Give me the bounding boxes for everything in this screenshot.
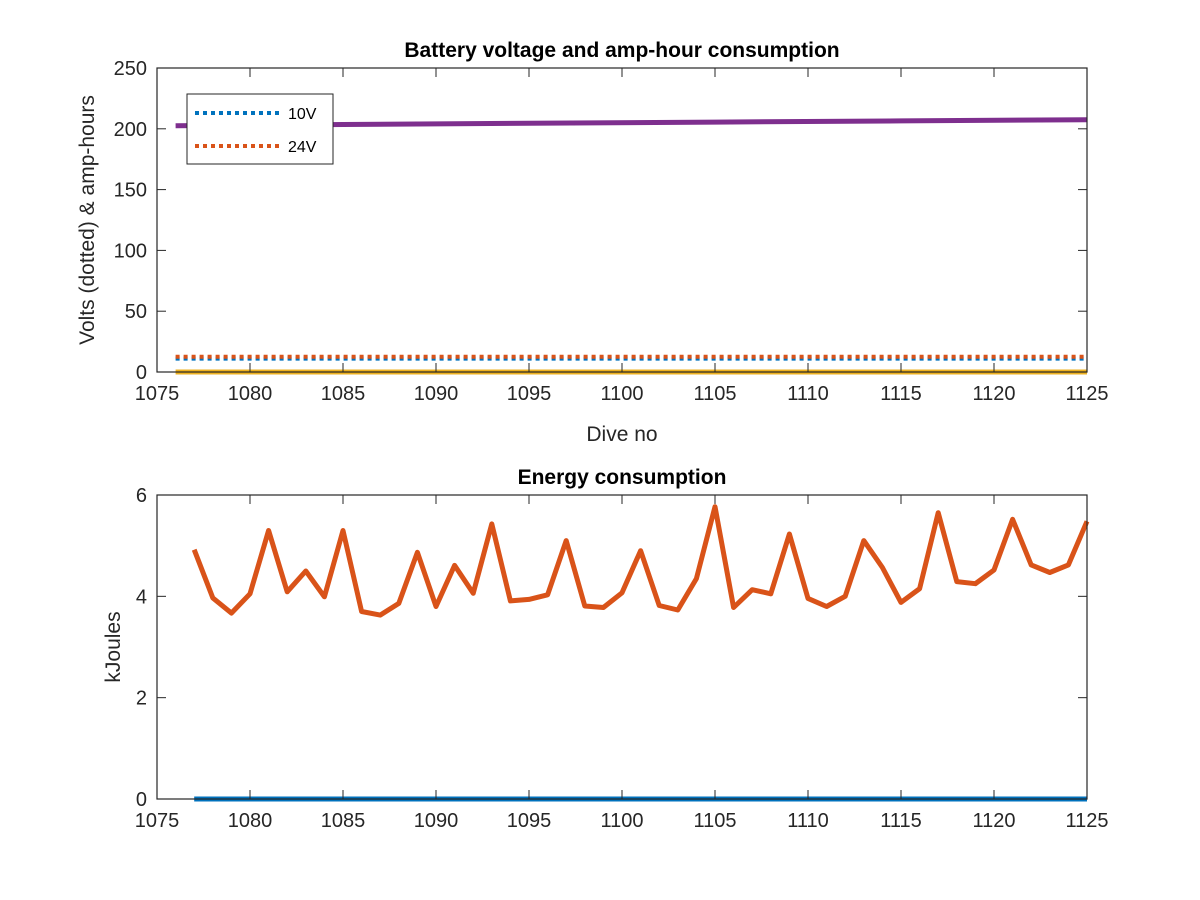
- energy-axis-ticks: 1075 1080 1085 1090 1095 1100 1105 1110 1115 1120…: [135, 485, 1109, 832]
- x-tick-label: 1125: [1065, 810, 1108, 832]
- y-tick-label: 150: [114, 180, 147, 202]
- x-tick-label: 1110: [787, 810, 829, 832]
- legend-entry-24v: 24V: [288, 139, 317, 156]
- x-tick-label: 1120: [972, 383, 1015, 405]
- x-tick-label: 1095: [507, 383, 552, 405]
- energy-chart-title: Energy consumption: [518, 466, 727, 489]
- x-tick-label: 1100: [600, 383, 643, 405]
- y-tick-label: 4: [136, 586, 147, 608]
- x-tick-label: 1075: [135, 383, 180, 405]
- y-tick-label: 50: [125, 301, 147, 323]
- x-tick-label: 1110: [787, 383, 829, 405]
- x-tick-label: 1075: [135, 810, 180, 832]
- y-tick-label: 0: [136, 362, 147, 384]
- x-tick-label: 1105: [693, 383, 736, 405]
- x-tick-label: 1120: [972, 810, 1015, 832]
- energy-y-axis-label: kJoules: [102, 611, 125, 682]
- voltage-amphour-axes: 1075 1080 1085 1090 1095 1100 1105 1110 1115 1120…: [76, 39, 1109, 446]
- x-tick-label: 1085: [321, 810, 366, 832]
- x-tick-label: 1090: [414, 810, 459, 832]
- x-tick-label: 1095: [507, 810, 552, 832]
- y-tick-label: 100: [114, 240, 147, 262]
- y-tick-label: 200: [114, 119, 147, 141]
- x-tick-label: 1125: [1065, 383, 1108, 405]
- legend-entry-10v: 10V: [288, 106, 317, 123]
- x-tick-label: 1105: [693, 810, 736, 832]
- voltage-x-axis-label: Dive no: [586, 423, 657, 446]
- voltage-axis-ticks: 1075 1080 1085 1090 1095 1100 1105 1110 1115 1120…: [114, 58, 1109, 405]
- y-tick-label: 2: [136, 688, 147, 710]
- y-tick-label: 0: [136, 789, 147, 811]
- x-tick-label: 1090: [414, 383, 459, 405]
- series-line-0: [191, 504, 1090, 618]
- x-tick-label: 1080: [228, 383, 273, 405]
- x-tick-label: 1080: [228, 810, 273, 832]
- energy-axes: 1075 1080 1085 1090 1095 1100 1105 1110 1115 1120…: [102, 466, 1109, 832]
- x-tick-label: 1100: [600, 810, 643, 832]
- x-tick-label: 1115: [880, 383, 922, 405]
- voltage-y-axis-label: Volts (dotted) & amp-hours: [76, 95, 99, 345]
- x-tick-label: 1115: [880, 810, 922, 832]
- voltage-legend: 10V 24V: [186, 93, 334, 165]
- y-tick-label: 6: [136, 485, 147, 507]
- y-tick-label: 250: [114, 58, 147, 80]
- legend-box: [186, 93, 334, 165]
- x-tick-label: 1085: [321, 383, 366, 405]
- voltage-chart-title: Battery voltage and amp-hour consumption: [404, 39, 839, 62]
